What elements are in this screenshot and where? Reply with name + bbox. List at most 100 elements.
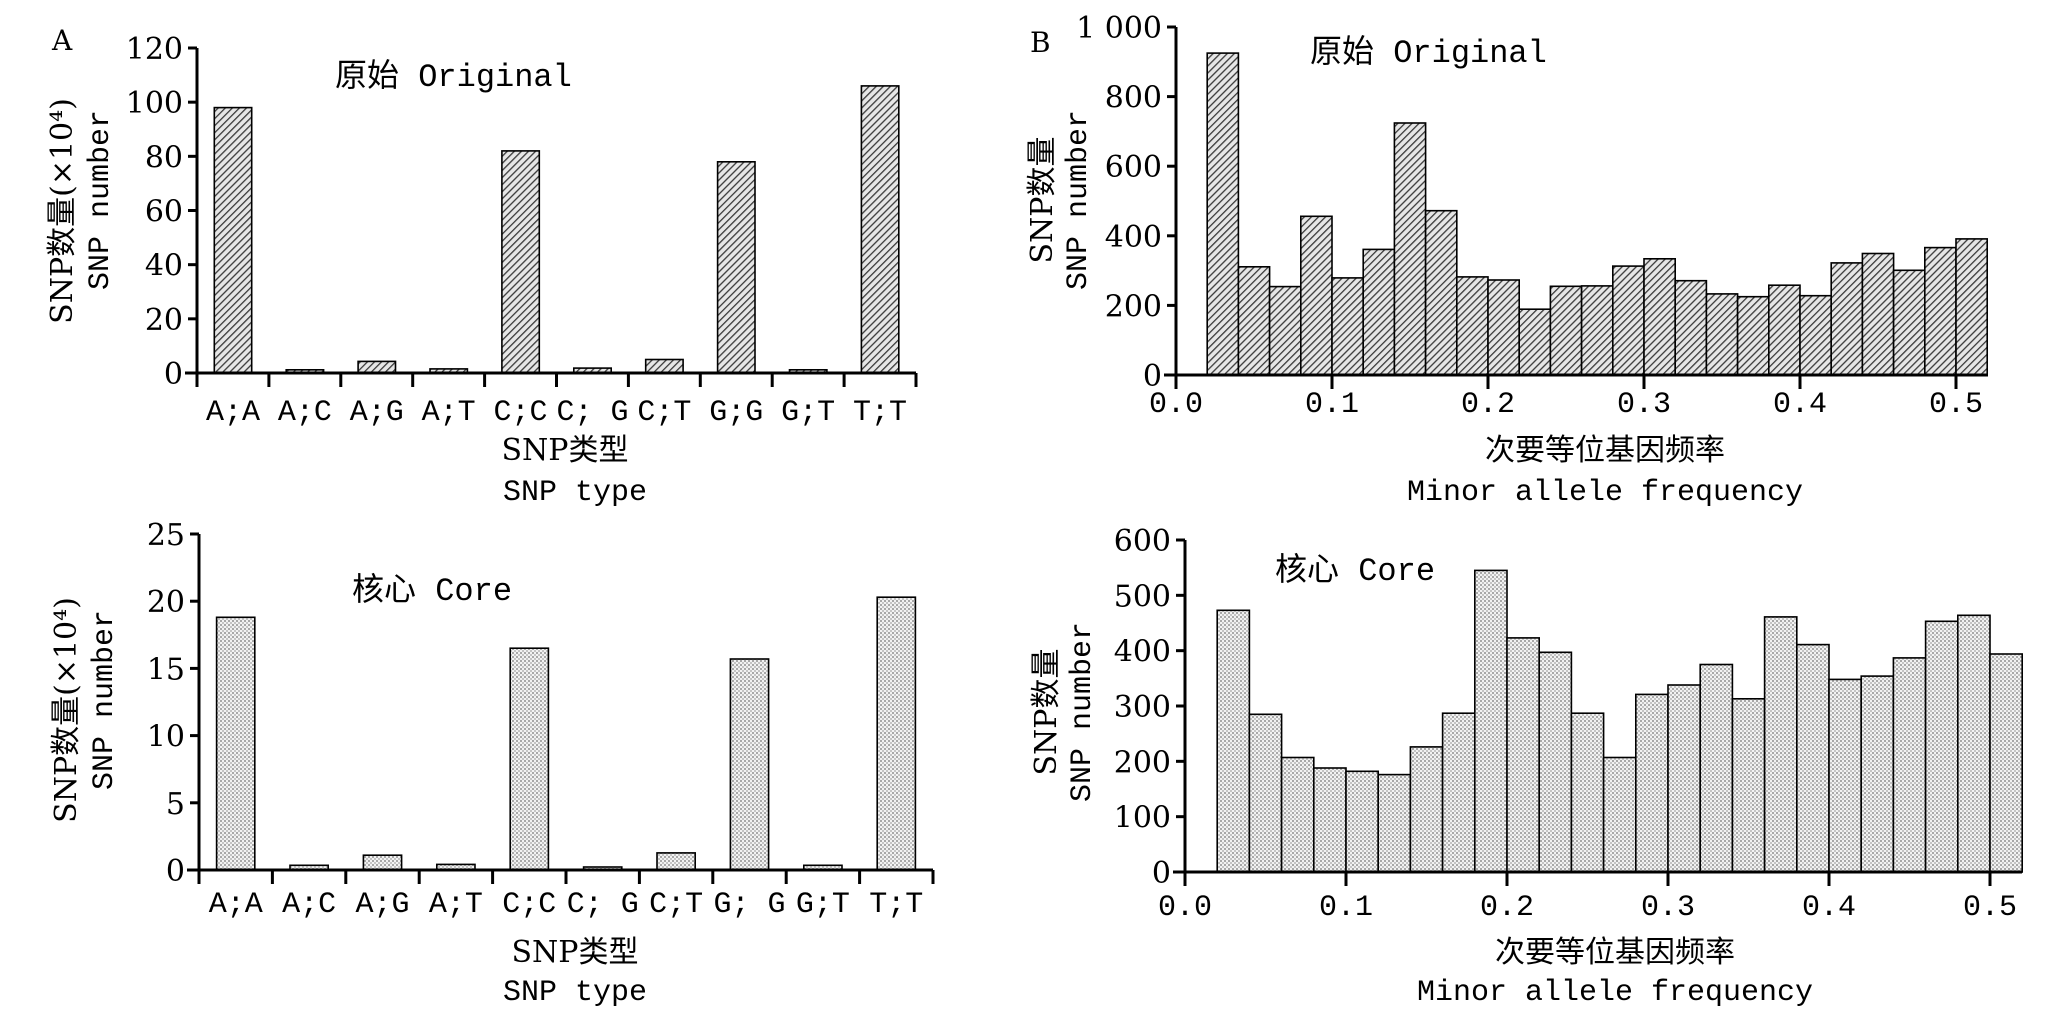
histogram-bar-20 — [1828, 678, 1863, 873]
histogram-bar-21 — [1830, 262, 1864, 376]
histogram-bar-6 — [1362, 248, 1396, 376]
bar-tt — [860, 85, 900, 374]
histogram-bar-16 — [1674, 279, 1708, 376]
x-tick-label: C;C — [502, 888, 556, 922]
histogram-bar-12 — [1549, 285, 1583, 376]
y-tick-label: 800 — [1105, 81, 1162, 116]
histogram-bar-4 — [1313, 767, 1347, 873]
y-tick-label: 600 — [1105, 150, 1162, 185]
y-tick-label: 200 — [1105, 289, 1162, 324]
histogram-bar-10 — [1487, 279, 1521, 376]
x-axis-title-cn: SNP类型 — [512, 935, 639, 970]
histogram-bar-25 — [1989, 653, 2024, 873]
histogram-bar-15 — [1667, 684, 1702, 873]
histogram-bar-24 — [1957, 614, 1991, 873]
chart-title: 核心 Core — [352, 572, 512, 610]
x-tick-label: A;C — [282, 888, 336, 922]
y-tick-label: 5 — [166, 787, 185, 822]
x-tick-label: A;G — [355, 888, 409, 922]
y-tick-label: 0 — [164, 357, 183, 392]
y-tick-label: 400 — [1114, 635, 1171, 670]
x-tick-label: T;T — [869, 888, 923, 922]
x-tick-label: 0.1 — [1319, 891, 1373, 925]
x-tick-label: 0.1 — [1305, 388, 1359, 422]
histogram-bar-4 — [1300, 215, 1333, 376]
histogram-bar-18 — [1736, 295, 1770, 376]
histogram-bar-8 — [1441, 712, 1476, 873]
histogram-bar-1 — [1206, 52, 1240, 376]
x-tick-label: C;C — [494, 396, 548, 430]
bars — [1216, 569, 2024, 873]
y-tick-label: 200 — [1114, 745, 1171, 780]
y-tick-label: 400 — [1105, 220, 1162, 255]
histogram-bar-3 — [1268, 285, 1302, 376]
x-tick-label: A;G — [350, 396, 404, 430]
chart-b-original: 0 200 400 600 800 1 000 0.0 0.1 0.2 0.3 0.4 0.5 原始 … — [1025, 11, 1989, 510]
bar-aa — [215, 616, 256, 871]
histogram-bar-5 — [1345, 770, 1380, 873]
bars — [215, 596, 917, 871]
y-axis-title-cn: SNP数量(×10⁴) — [45, 98, 80, 324]
x-axis-title-cn: 次要等位基因频率 — [1495, 935, 1735, 970]
y-axis-title-en: SNP number — [1066, 622, 1100, 802]
y-tick-label: 40 — [145, 249, 183, 284]
x-tick-label: 0.3 — [1617, 388, 1671, 422]
y-tick-label: 20 — [145, 303, 183, 338]
y-tick-label: 10 — [147, 720, 185, 755]
chart-a-original: 0 20 40 60 80 100 120 A;A A;C A;G A;T C;C C; G C;T G;G… — [45, 32, 918, 510]
histogram-bar-5 — [1331, 277, 1365, 376]
histogram-bar-9 — [1456, 276, 1489, 376]
histogram-bar-2 — [1237, 265, 1271, 376]
y-tick-label: 0 — [1152, 856, 1171, 891]
histogram-bar-23 — [1924, 620, 1959, 873]
histogram-bar-16 — [1699, 663, 1734, 873]
histogram-bar-14 — [1635, 693, 1669, 873]
x-tick-label: A;C — [278, 396, 332, 430]
x-tick-label: C; G — [567, 888, 639, 922]
x-tick-label: G; G — [713, 888, 785, 922]
bar-gg — [716, 161, 756, 374]
y-tick-label: 600 — [1114, 524, 1171, 559]
y-axis-title-en: SNP number — [84, 110, 118, 290]
x-tick-label: G;T — [796, 888, 850, 922]
y-tick-label: 120 — [126, 32, 183, 67]
histogram-bar-9 — [1474, 569, 1508, 873]
x-tick-label: 0.4 — [1773, 388, 1827, 422]
x-tick-label: 0.3 — [1641, 891, 1695, 925]
x-tick-label: A;A — [209, 888, 263, 922]
axes: 0 200 400 600 800 1 000 0.0 0.1 0.2 0.3 0.4 0.5 — [1076, 11, 1988, 422]
y-axis-title-cn: SNP数量 — [1029, 649, 1064, 776]
y-tick-label: 25 — [147, 518, 185, 553]
x-tick-label: 0.2 — [1461, 388, 1515, 422]
histogram-bar-10 — [1506, 637, 1541, 873]
chart-b-core: 0 100 200 300 400 500 600 0.0 0.1 0.2 0.3 0.4 0.5 核心… — [1029, 524, 2024, 1010]
y-tick-label: 500 — [1114, 579, 1171, 614]
chart-a-core: 0 5 10 15 20 25 A;A A;C A;G A;T C;C C; G C;T G; G G;T T… — [49, 518, 935, 1010]
axes: 0 100 200 300 400 500 600 0.0 0.1 0.2 0.3 0.4 0.5 — [1114, 524, 2022, 925]
histogram-bar-22 — [1892, 657, 1927, 873]
x-tick-label: 0.5 — [1963, 891, 2017, 925]
x-tick-label: C;T — [637, 396, 691, 430]
bar-aa — [213, 106, 253, 374]
x-tick-label: 0.0 — [1158, 891, 1212, 925]
bar-ct — [656, 852, 697, 871]
x-tick-label: 0.4 — [1802, 891, 1856, 925]
histogram-bar-25 — [1955, 238, 1989, 376]
histogram-bar-6 — [1377, 773, 1412, 873]
y-axis-title-en: SNP number — [1062, 110, 1096, 290]
x-tick-label: G;T — [781, 396, 835, 430]
x-axis-title-cn: SNP类型 — [502, 433, 629, 468]
x-tick-label: A;T — [429, 888, 483, 922]
bar-ag — [357, 360, 397, 374]
y-tick-label: 100 — [126, 86, 183, 121]
y-tick-label: 60 — [145, 195, 183, 230]
x-tick-label: A;A — [206, 396, 260, 430]
x-axis-title-en: Minor allele frequency — [1407, 476, 1803, 510]
histogram-bar-19 — [1796, 643, 1830, 873]
histogram-bar-21 — [1860, 675, 1895, 873]
x-tick-label: C; G — [556, 396, 628, 430]
y-axis-title-cn: SNP数量(×10⁴) — [49, 597, 84, 823]
histogram-bar-3 — [1280, 756, 1315, 873]
x-axis-title-en: SNP type — [503, 976, 647, 1010]
